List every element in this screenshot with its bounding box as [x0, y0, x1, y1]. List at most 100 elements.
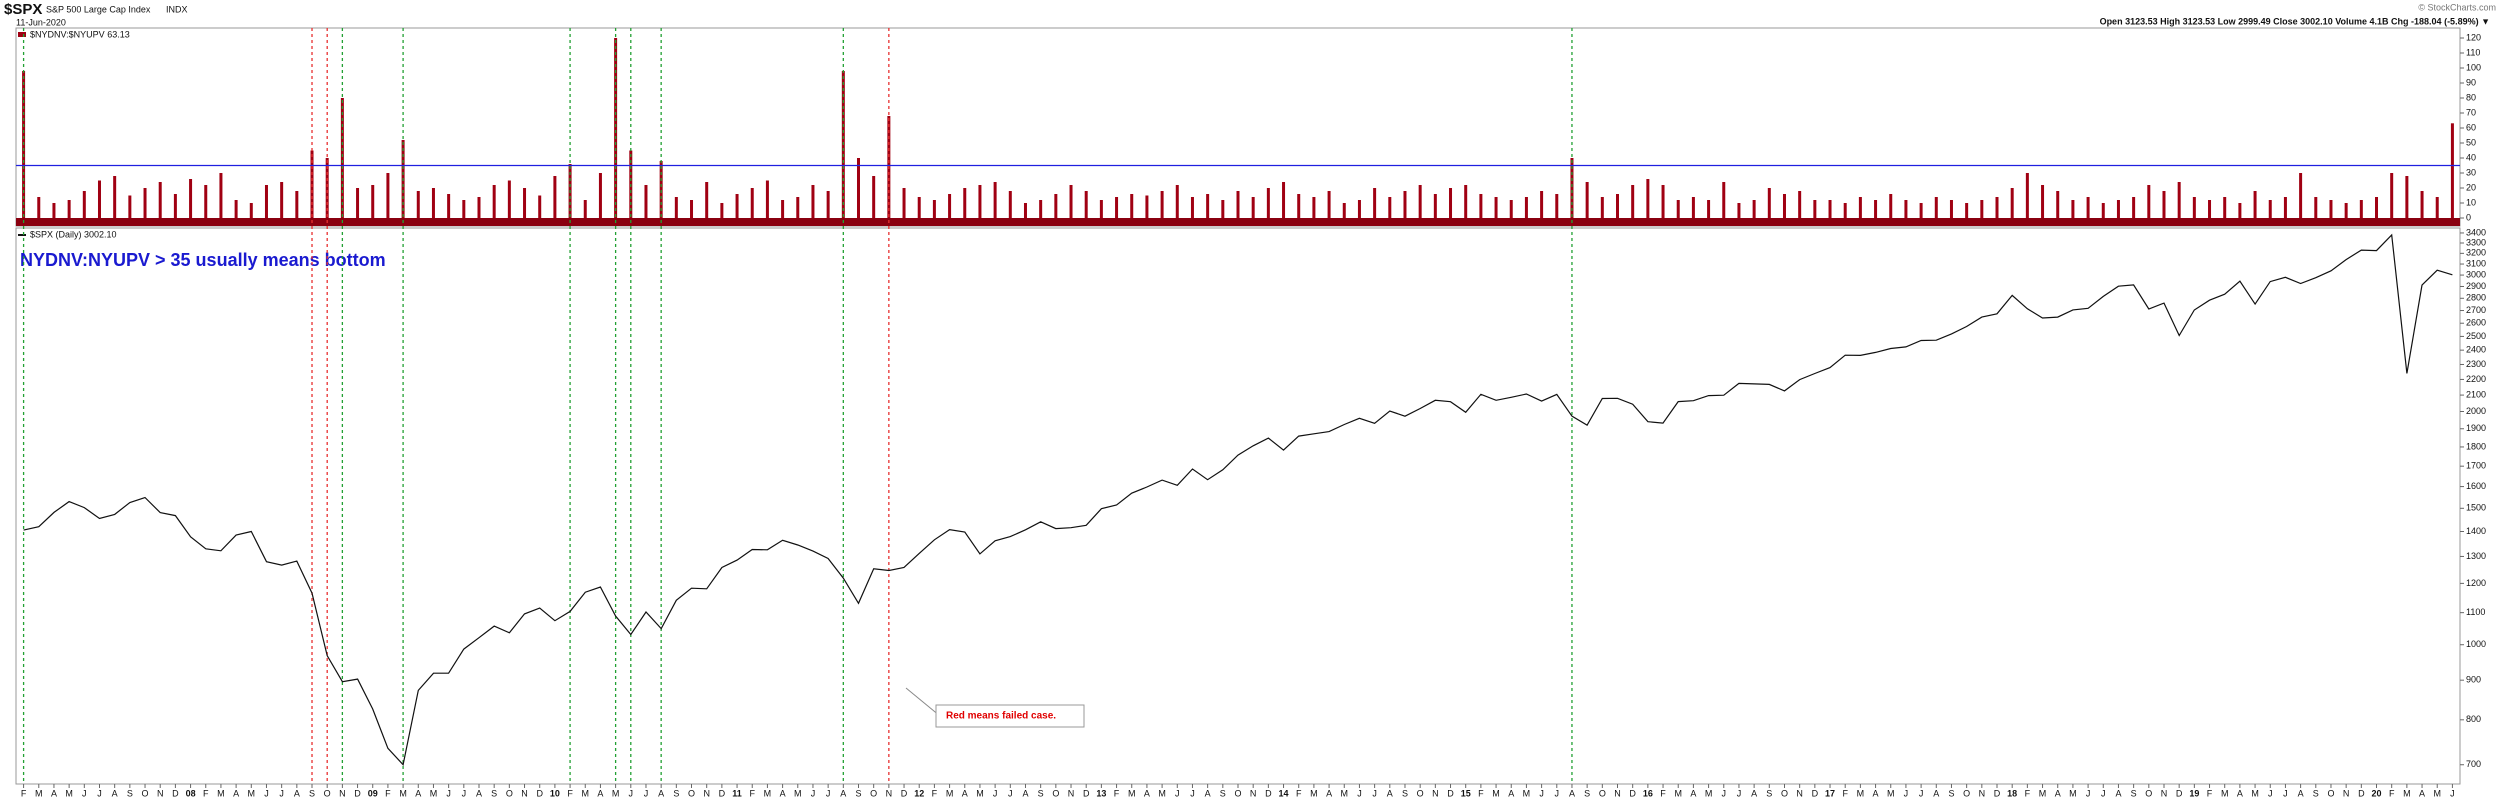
y-tick-label: 900	[2466, 675, 2481, 685]
y-tick-label: 1200	[2466, 578, 2486, 588]
y-tick-label: 120	[2466, 32, 2481, 42]
y-tick-label: 3100	[2466, 258, 2486, 268]
bar	[416, 191, 420, 218]
bar	[1039, 200, 1043, 218]
bar	[1843, 203, 1847, 218]
bar	[796, 197, 800, 218]
bar	[280, 182, 284, 218]
bar	[2253, 191, 2257, 218]
bar	[340, 98, 344, 218]
x-tick-label: F	[21, 788, 27, 798]
x-tick-label: J	[993, 788, 998, 798]
bar	[82, 191, 86, 218]
x-tick-label: J	[2283, 788, 2288, 798]
bar	[1236, 191, 1240, 218]
x-tick-label: N	[2343, 788, 2350, 798]
x-tick-label: O	[1781, 788, 1788, 798]
y-tick-label: 30	[2466, 167, 2476, 177]
x-tick-label: J	[629, 788, 634, 798]
bar	[659, 161, 663, 218]
x-tick-label: A	[294, 788, 300, 798]
x-tick-label: J	[1919, 788, 1924, 798]
upper-panel-base	[16, 218, 2460, 226]
x-tick-label: O	[2145, 788, 2152, 798]
bar	[1115, 197, 1119, 218]
bar	[2177, 182, 2181, 218]
bar	[1190, 197, 1194, 218]
bar	[2223, 197, 2227, 218]
x-tick-label: F	[1296, 788, 1302, 798]
x-tick-label: J	[1190, 788, 1195, 798]
x-tick-label: J	[1008, 788, 1013, 798]
x-tick-label: J	[446, 788, 451, 798]
x-tick-label: 11	[732, 788, 742, 798]
bar	[674, 197, 678, 218]
x-tick-label: D	[172, 788, 179, 798]
bar	[2435, 197, 2439, 218]
x-tick-label: 16	[1643, 788, 1653, 798]
bar	[1661, 185, 1665, 218]
x-tick-label: F	[2389, 788, 2395, 798]
x-tick-label: M	[946, 788, 954, 798]
x-tick-label: F	[2025, 788, 2031, 798]
bar	[249, 203, 253, 218]
bar	[2375, 197, 2379, 218]
bar	[1631, 185, 1635, 218]
bar	[583, 200, 587, 218]
bar	[1858, 197, 1862, 218]
x-tick-label: F	[567, 788, 573, 798]
bar	[1676, 200, 1680, 218]
bar	[37, 197, 41, 218]
bar	[1752, 200, 1756, 218]
bar	[1084, 191, 1088, 218]
x-tick-label: D	[1083, 788, 1090, 798]
x-tick-label: J	[1904, 788, 1909, 798]
bar	[1509, 200, 1513, 218]
x-tick-label: 14	[1279, 788, 1289, 798]
bar	[2359, 200, 2363, 218]
bar	[2116, 200, 2120, 218]
x-tick-label: O	[1417, 788, 1424, 798]
bar	[447, 194, 451, 218]
x-tick-label: F	[203, 788, 209, 798]
x-tick-label: 13	[1096, 788, 1106, 798]
x-tick-label: A	[1387, 788, 1393, 798]
bar	[477, 197, 481, 218]
x-tick-label: D	[536, 788, 543, 798]
bar	[1342, 203, 1346, 218]
x-tick-label: A	[2115, 788, 2121, 798]
lower-panel	[15, 227, 2461, 785]
bar	[2390, 173, 2394, 218]
x-tick-label: D	[1994, 788, 2001, 798]
x-tick-label: A	[1873, 788, 1879, 798]
x-tick-label: N	[1614, 788, 1621, 798]
y-tick-label: 0	[2466, 212, 2471, 222]
bar	[1616, 194, 1620, 218]
bar	[963, 188, 967, 218]
x-tick-label: M	[794, 788, 802, 798]
bar	[2238, 203, 2242, 218]
y-tick-label: 3200	[2466, 248, 2486, 258]
bar	[1722, 182, 1726, 218]
x-tick-label: J	[826, 788, 831, 798]
x-tick-label: J	[2101, 788, 2106, 798]
bar	[1828, 200, 1832, 218]
bar	[1388, 197, 1392, 218]
x-tick-label: M	[399, 788, 407, 798]
bar	[189, 179, 193, 218]
x-tick-label: A	[2055, 788, 2061, 798]
x-tick-label: A	[415, 788, 421, 798]
bar	[1251, 197, 1255, 218]
callout-box	[935, 704, 1085, 728]
x-tick-label: 08	[186, 788, 196, 798]
x-tick-label: S	[673, 788, 679, 798]
x-tick-label: S	[1220, 788, 1226, 798]
bar	[1357, 200, 1361, 218]
bar	[1600, 197, 1604, 218]
bar	[644, 185, 648, 218]
bar	[523, 188, 527, 218]
bar	[1737, 203, 1741, 218]
bar	[325, 158, 329, 218]
bar	[2086, 197, 2090, 218]
x-tick-label: A	[1022, 788, 1028, 798]
